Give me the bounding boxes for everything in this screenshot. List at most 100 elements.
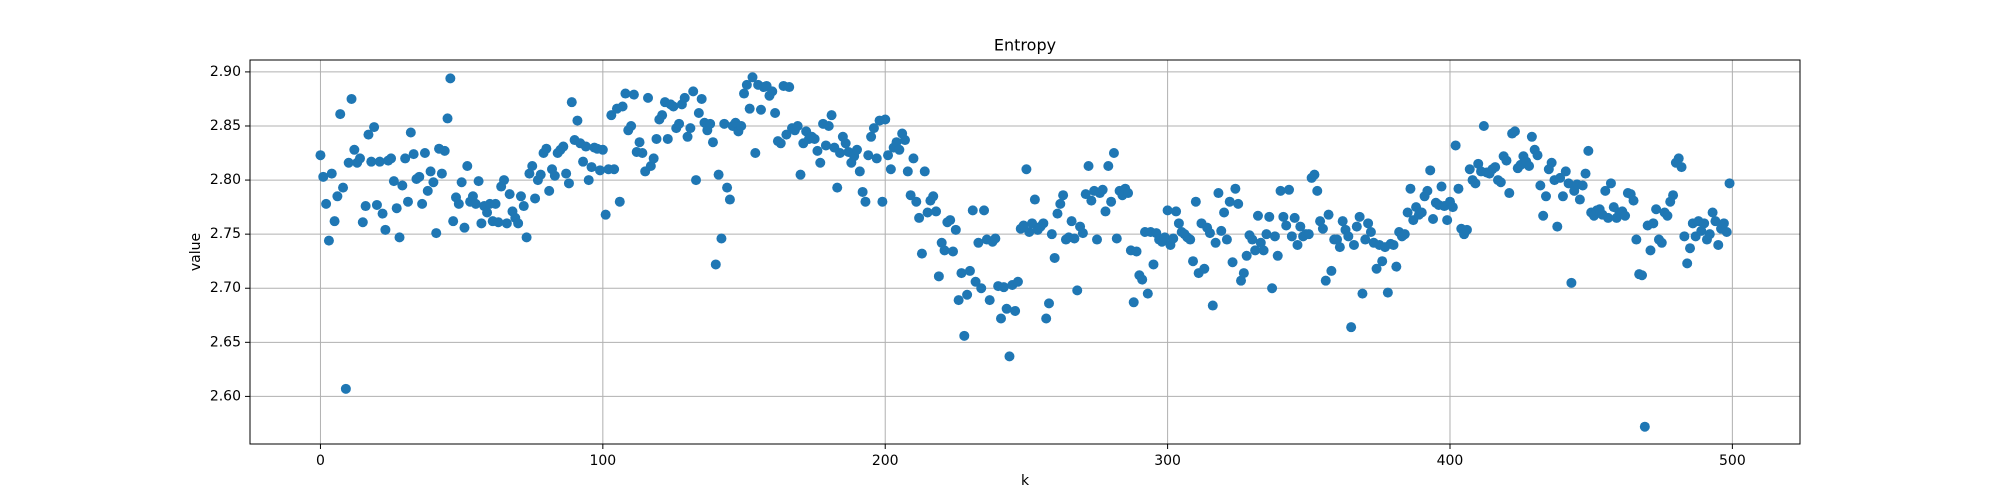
point — [710, 259, 721, 270]
point — [501, 218, 512, 229]
point — [1348, 239, 1359, 250]
point — [318, 171, 329, 182]
point — [1159, 232, 1170, 243]
point — [1416, 207, 1427, 218]
point — [595, 165, 606, 176]
y-axis-label: value — [188, 233, 204, 271]
point — [815, 157, 826, 168]
point — [473, 176, 484, 187]
point — [439, 145, 450, 156]
point — [962, 289, 973, 300]
point — [1083, 161, 1094, 172]
point — [1309, 169, 1320, 180]
point — [1216, 225, 1227, 236]
point — [572, 115, 583, 126]
point — [329, 216, 340, 227]
point — [739, 88, 750, 99]
point — [1704, 229, 1715, 240]
point — [1004, 351, 1015, 362]
point — [1123, 188, 1134, 199]
point — [1018, 220, 1029, 231]
point — [1535, 180, 1546, 191]
point — [755, 104, 766, 115]
point — [1552, 221, 1563, 232]
point — [321, 198, 332, 209]
point — [1258, 245, 1269, 256]
point — [1320, 275, 1331, 286]
point — [1269, 231, 1280, 242]
point — [682, 131, 693, 142]
point — [1188, 256, 1199, 267]
point — [1371, 263, 1382, 274]
point — [428, 177, 439, 188]
point — [1142, 288, 1153, 299]
point — [456, 177, 467, 188]
point — [1326, 265, 1337, 276]
point — [1382, 287, 1393, 298]
point — [1106, 196, 1117, 207]
point — [1360, 234, 1371, 245]
point — [1171, 206, 1182, 217]
point — [832, 182, 843, 193]
point — [979, 205, 990, 216]
point — [561, 168, 572, 179]
point — [1069, 233, 1080, 244]
point — [1100, 206, 1111, 217]
point — [1724, 178, 1735, 189]
point — [851, 144, 862, 155]
point — [1275, 185, 1286, 196]
point — [1436, 181, 1447, 192]
point — [1199, 263, 1210, 274]
point — [1682, 258, 1693, 269]
point — [1207, 300, 1218, 311]
point — [386, 153, 397, 164]
point — [1707, 207, 1718, 218]
x-tick-label: 200 — [872, 453, 899, 469]
point — [931, 206, 942, 217]
point — [1631, 234, 1642, 245]
point — [1027, 218, 1038, 229]
y-tick-label: 2.75 — [210, 226, 241, 242]
point — [1111, 233, 1122, 244]
point — [1422, 185, 1433, 196]
point — [637, 148, 648, 159]
x-tick-label: 500 — [1719, 453, 1746, 469]
point — [402, 196, 413, 207]
plot-frame — [249, 59, 1801, 445]
point — [1526, 131, 1537, 142]
point — [1555, 172, 1566, 183]
point — [1241, 250, 1252, 261]
point — [1230, 183, 1241, 194]
point — [360, 201, 371, 212]
point — [1041, 313, 1052, 324]
point — [363, 129, 374, 140]
x-axis-label: k — [1021, 473, 1030, 489]
point — [1365, 226, 1376, 237]
point — [1557, 191, 1568, 202]
point — [1357, 288, 1368, 299]
point — [425, 166, 436, 177]
point — [1685, 243, 1696, 254]
point — [1648, 218, 1659, 229]
point — [1713, 239, 1724, 250]
point — [959, 330, 970, 341]
point — [741, 79, 752, 90]
point — [691, 175, 702, 186]
point — [645, 161, 656, 172]
point — [967, 205, 978, 216]
point — [609, 164, 620, 175]
point — [1546, 157, 1557, 168]
point — [1540, 191, 1551, 202]
point — [1044, 298, 1055, 309]
point — [414, 171, 425, 182]
point — [866, 131, 877, 142]
point — [1402, 207, 1413, 218]
point — [1699, 218, 1710, 229]
point — [626, 120, 637, 131]
point — [1086, 195, 1097, 206]
point — [535, 169, 546, 180]
point — [1377, 256, 1388, 267]
point — [1673, 153, 1684, 164]
point — [707, 137, 718, 148]
chart-title: Entropy — [994, 36, 1056, 55]
